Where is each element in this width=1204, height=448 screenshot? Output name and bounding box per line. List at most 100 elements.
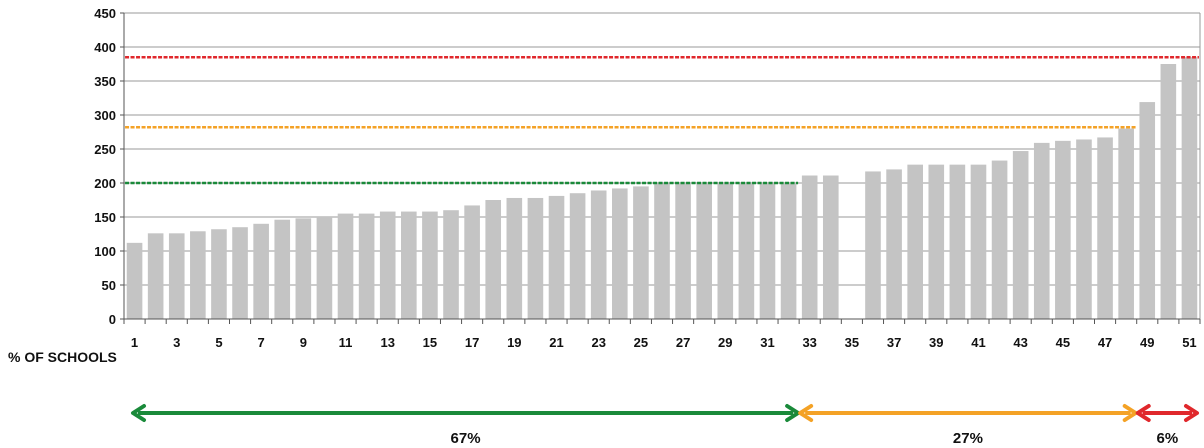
bar [295,218,312,319]
bar [1033,142,1050,319]
bar [1160,64,1177,319]
bar [337,213,354,319]
x-tick-label: 11 [339,335,353,350]
y-tick-label: 200 [94,176,116,191]
y-tick-label: 400 [94,40,116,55]
bar [506,197,523,319]
bar [928,164,945,319]
bar [633,186,649,319]
segment-label: 27% [953,430,983,447]
x-tick-label: 39 [929,335,943,350]
y-tick-label: 350 [94,74,116,89]
bar [168,233,185,319]
segment-arrow: 6% [1135,404,1199,447]
y-tick-label: 300 [94,108,116,123]
bar [590,190,607,319]
bar [126,242,143,319]
x-tick-label: 7 [258,335,265,350]
x-tick-label: 21 [549,335,563,350]
bar [1097,137,1113,319]
x-tick-label: 13 [380,335,394,350]
bar [569,193,586,319]
x-tick-label: 17 [465,335,479,350]
y-tick-label: 250 [94,142,116,157]
axes [120,12,1201,324]
right-arrowhead [1184,404,1199,422]
section-label: % OF SCHOOLS [8,349,117,365]
bars [126,57,1198,319]
bar [253,223,269,319]
x-axis-tick-labels: 1 3 5 7 9 11 13 15 17 19 21 23 25 27 29 31 33 35 37 39 41 43 4… [131,335,1197,350]
x-tick-label: 41 [971,335,985,350]
left-arrowhead [798,404,814,422]
bar [801,175,818,319]
x-tick-label: 5 [215,335,222,350]
x-tick-label: 1 [131,335,138,350]
bar [675,183,691,319]
bar [443,210,459,319]
bar [696,183,713,319]
bar [907,164,923,319]
segment-label: 6% [1157,430,1179,447]
bar [1118,128,1134,319]
y-tick-label: 450 [94,6,116,21]
bar [548,195,565,319]
y-tick-label: 50 [102,278,116,293]
x-tick-label: 3 [173,335,180,350]
x-tick-label: 47 [1098,335,1112,350]
bar [970,164,987,319]
y-axis-tick-labels: 0 50 100 150 200 250 300 350 400 450 [94,6,116,327]
x-tick-label: 27 [676,335,690,350]
bar [759,183,776,319]
bar [822,175,839,319]
y-tick-label: 100 [94,244,116,259]
x-tick-label: 33 [802,335,816,350]
bar [1076,139,1092,319]
bar [422,211,438,319]
bar [358,213,375,319]
bar [485,200,502,319]
bar [190,231,206,319]
bar [464,205,480,319]
percentage-segments: 67% 27% 6% [131,404,1199,447]
bar [401,211,417,319]
bar [717,183,734,319]
x-tick-label: 37 [887,335,901,350]
bar [379,211,396,319]
bar [147,233,164,319]
x-tick-label: 45 [1056,335,1070,350]
bar [1012,151,1029,319]
bar [274,219,291,319]
x-tick-label: 35 [845,335,859,350]
segment-arrow: 27% [798,404,1138,447]
x-tick-label: 43 [1013,335,1027,350]
left-arrowhead [131,404,146,422]
bar [1055,140,1071,319]
bar [527,197,544,319]
bar [949,164,966,319]
reference-lines [125,55,1199,185]
x-tick-label: 25 [634,335,648,350]
bar [991,160,1008,319]
x-tick-label: 9 [300,335,307,350]
x-tick-label: 15 [423,335,437,350]
y-tick-label: 0 [109,312,116,327]
x-tick-label: 23 [591,335,605,350]
x-tick-label: 19 [507,335,521,350]
bar [654,183,670,319]
segment-label: 67% [451,430,481,447]
bar [865,171,881,319]
bar [780,183,797,319]
left-arrowhead [1135,404,1151,422]
bar [886,169,902,319]
bar [611,188,628,319]
x-tick-label: 49 [1140,335,1154,350]
bar [1181,57,1198,319]
bar [738,183,755,319]
bar [211,229,227,319]
bar [1139,102,1156,319]
x-tick-label: 51 [1182,335,1196,350]
x-tick-label: 31 [760,335,774,350]
segment-arrow: 67% [131,404,801,447]
